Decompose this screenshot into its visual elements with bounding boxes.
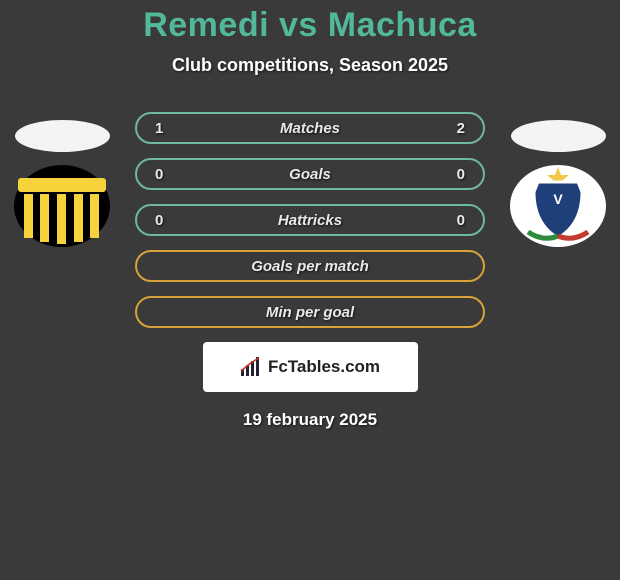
page-title: Remedi vs Machuca bbox=[0, 6, 620, 45]
fctables-logo[interactable]: FcTables.com bbox=[203, 342, 418, 392]
stat-left-value: 1 bbox=[155, 120, 185, 137]
bar-chart-icon bbox=[240, 357, 262, 377]
player1-name: Remedi bbox=[143, 6, 269, 44]
stat-row: 0Goals0 bbox=[135, 158, 485, 190]
stat-label: Hattricks bbox=[185, 212, 435, 229]
stat-row: 0Hattricks0 bbox=[135, 204, 485, 236]
stat-label: Min per goal bbox=[185, 304, 435, 321]
vs-label: vs bbox=[279, 6, 318, 44]
stats-list: 1Matches20Goals00Hattricks0Goals per mat… bbox=[0, 112, 620, 328]
stat-row: 1Matches2 bbox=[135, 112, 485, 144]
stat-right-value: 0 bbox=[435, 212, 465, 229]
stat-label: Matches bbox=[185, 120, 435, 137]
stat-right-value: 0 bbox=[435, 166, 465, 183]
fctables-text: FcTables.com bbox=[268, 357, 380, 377]
subtitle: Club competitions, Season 2025 bbox=[0, 55, 620, 76]
stat-row: Min per goal bbox=[135, 296, 485, 328]
stat-label: Goals bbox=[185, 166, 435, 183]
comparison-card: Remedi vs Machuca Club competitions, Sea… bbox=[0, 0, 620, 430]
stat-left-value: 0 bbox=[155, 166, 185, 183]
stat-label: Goals per match bbox=[185, 258, 435, 275]
date-text: 19 february 2025 bbox=[0, 410, 620, 430]
stat-right-value: 2 bbox=[435, 120, 465, 137]
stat-row: Goals per match bbox=[135, 250, 485, 282]
stat-left-value: 0 bbox=[155, 212, 185, 229]
player2-name: Machuca bbox=[328, 6, 477, 44]
